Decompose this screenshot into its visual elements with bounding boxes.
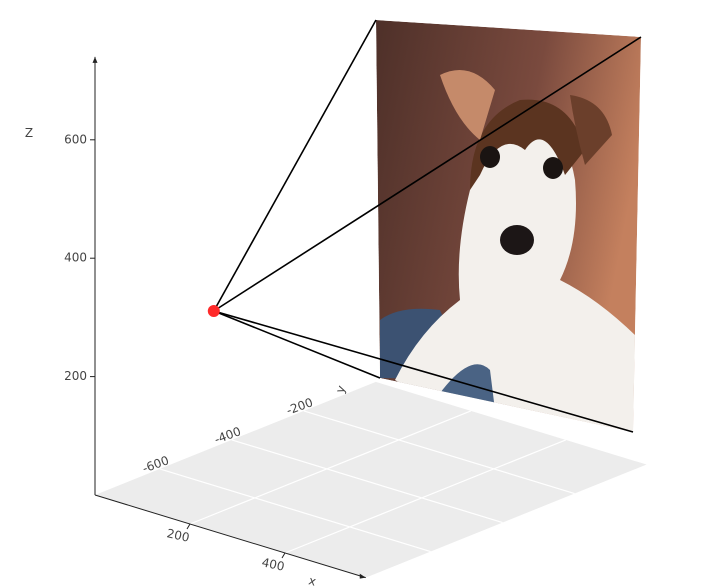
x-axis <box>94 494 366 579</box>
x-tick-label: 200 <box>165 526 190 544</box>
grid-line <box>189 410 472 525</box>
z-tick-label: 400 <box>64 251 87 265</box>
frustum-edge <box>213 36 642 312</box>
z-arrow <box>92 56 98 63</box>
x-tick <box>281 552 286 559</box>
x-tick-label: 400 <box>260 555 285 573</box>
floor <box>95 381 647 578</box>
grid-line <box>303 410 575 495</box>
grid-line <box>231 439 503 524</box>
y-axis-label: y <box>333 384 349 395</box>
x-arrow <box>359 573 366 579</box>
grid-line <box>159 468 431 553</box>
z-tick-label: 600 <box>64 132 87 146</box>
x-tick <box>186 523 191 530</box>
frustum-edge <box>213 310 634 433</box>
floor-pane <box>95 381 647 578</box>
z-axis-label: Z <box>25 126 33 140</box>
frustum-edge <box>213 310 381 379</box>
frustum-edge <box>213 19 377 312</box>
image-plane <box>376 20 641 432</box>
x-axis-label: x <box>307 573 317 586</box>
point <box>207 304 220 317</box>
z-tick-label: 200 <box>64 369 87 383</box>
grid-line <box>284 439 567 554</box>
